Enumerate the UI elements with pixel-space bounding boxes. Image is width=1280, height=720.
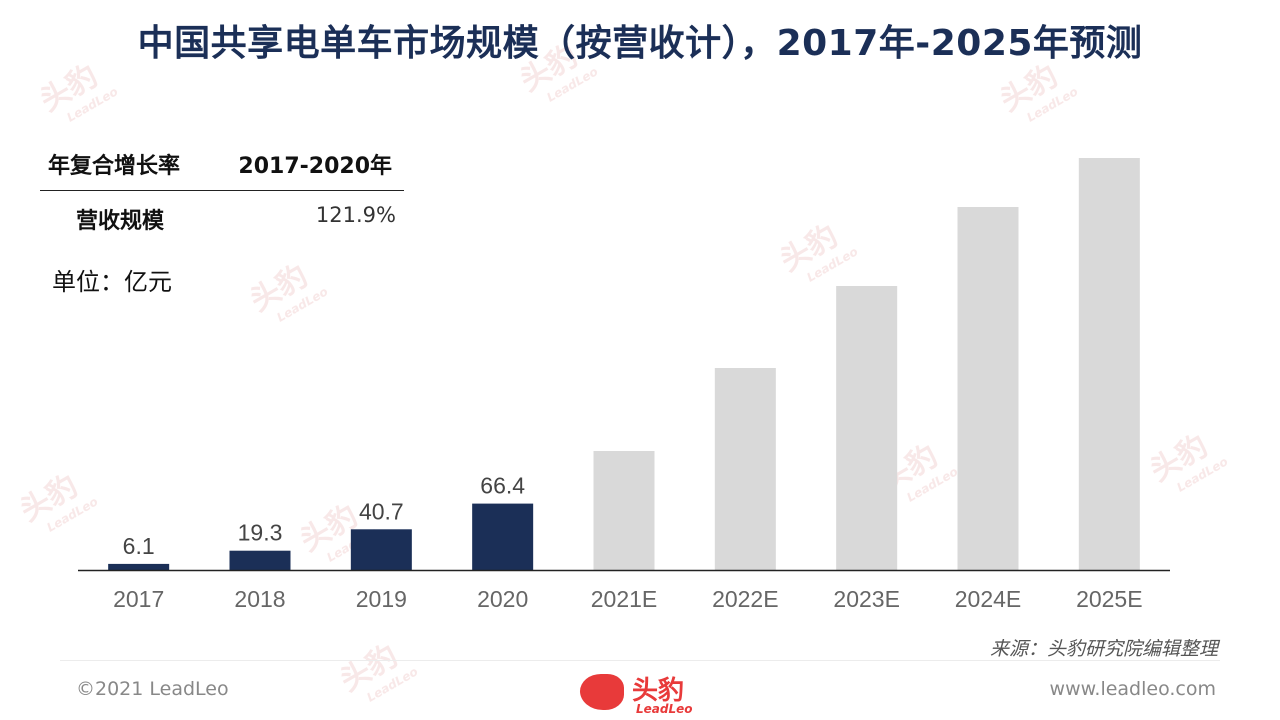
logo-text-cn: 头豹 — [632, 676, 685, 706]
leopard-icon — [580, 674, 624, 710]
cagr-header: 年复合增长率 2017-2020年 — [40, 148, 404, 191]
x-tick-label-2017: 2017 — [113, 586, 164, 612]
cagr-row: 营收规模 121.9% — [40, 191, 404, 235]
x-tick-label-2023E: 2023E — [833, 586, 900, 612]
leadleo-logo: 头豹 LeadLeo — [574, 668, 714, 718]
x-tick-label-2024E: 2024E — [955, 586, 1022, 612]
x-tick-label-2025E: 2025E — [1076, 586, 1143, 612]
cagr-row-value: 121.9% — [315, 203, 396, 227]
copyright: ©2021 LeadLeo — [76, 678, 229, 700]
x-tick-label-2021E: 2021E — [591, 586, 658, 612]
x-tick-label-2020: 2020 — [477, 586, 528, 612]
footer-divider — [60, 660, 1220, 661]
bar-2021E — [593, 451, 655, 570]
cagr-table: 年复合增长率 2017-2020年 营收规模 121.9% — [40, 148, 404, 235]
cagr-row-label: 营收规模 — [76, 209, 165, 234]
x-tick-label-2018: 2018 — [234, 586, 285, 612]
x-tick-label-2019: 2019 — [356, 586, 407, 612]
x-tick-label-2022E: 2022E — [712, 586, 779, 612]
bar-2020 — [472, 503, 534, 570]
logo-text-en: LeadLeo — [636, 702, 693, 716]
bar-2022E — [714, 368, 776, 570]
unit-label: 单位：亿元 — [52, 268, 172, 296]
page-title: 中国共享电单车市场规模（按营收计），2017年-2025年预测 — [137, 23, 1143, 64]
bar-2024E — [957, 207, 1019, 570]
data-label-2018: 19.3 — [238, 520, 283, 546]
data-label-2020: 66.4 — [480, 473, 525, 499]
bar-2017 — [108, 563, 170, 570]
cagr-header-label: 年复合增长率 — [48, 154, 181, 179]
bar-2023E — [836, 286, 898, 570]
bar-2018 — [229, 550, 291, 570]
source-note: 来源：头豹研究院编辑整理 — [989, 638, 1218, 660]
data-label-2017: 6.1 — [123, 533, 155, 559]
website-link[interactable]: www.leadleo.com — [1049, 678, 1216, 700]
bar-chart: 6.1 2017 19.3 2018 40.7 2019 66.4 2020 2021E 2022… — [78, 158, 1170, 612]
bar-2025E — [1078, 158, 1140, 570]
cagr-header-period: 2017-2020年 — [238, 154, 392, 179]
bar-2019 — [350, 529, 412, 570]
data-label-2019: 40.7 — [359, 498, 404, 524]
